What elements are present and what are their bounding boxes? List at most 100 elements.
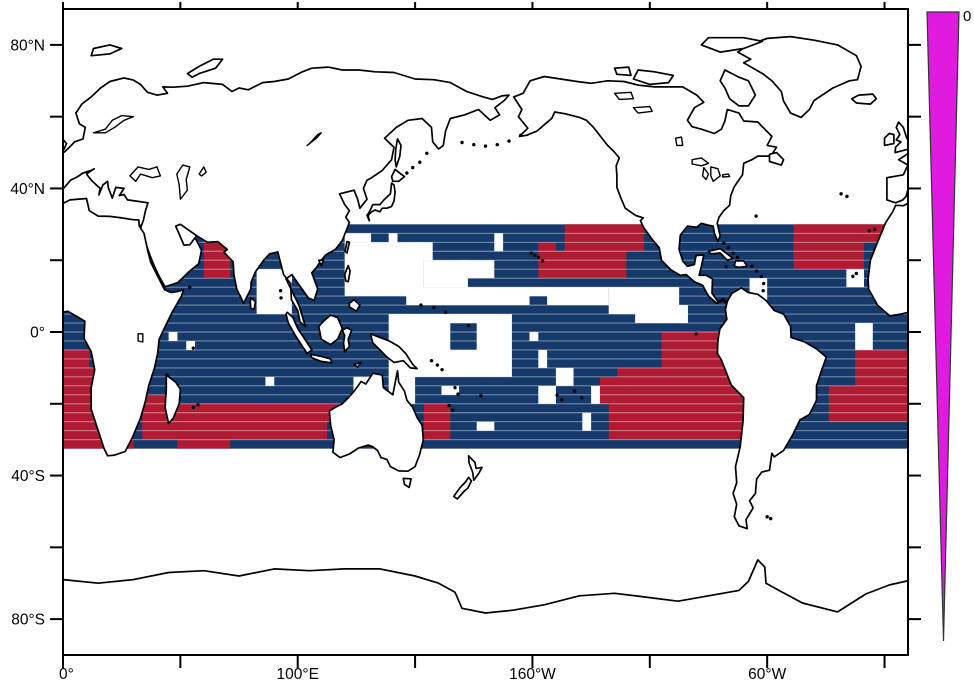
island-dot <box>484 144 487 147</box>
landmass <box>885 134 894 146</box>
landmass <box>91 45 122 56</box>
island-dot <box>754 214 757 217</box>
landmass <box>367 183 395 221</box>
island-dot <box>727 246 730 249</box>
landmass <box>738 37 861 118</box>
island-dot <box>750 265 753 268</box>
island-dot <box>425 152 428 155</box>
landmass <box>852 94 877 104</box>
data-cell-region <box>530 332 539 341</box>
island-dot <box>419 303 422 306</box>
island-dot <box>537 256 540 259</box>
island-dot <box>761 289 764 292</box>
island-dot <box>444 311 447 314</box>
island-dot <box>451 409 454 412</box>
island-dot <box>479 394 482 397</box>
landmass <box>615 67 631 75</box>
data-cell-region <box>530 296 548 305</box>
island-dot <box>760 275 763 278</box>
island-dot <box>411 166 414 169</box>
island-dot <box>279 289 282 292</box>
landmass <box>7 94 32 104</box>
island-dot <box>573 390 576 393</box>
island-dot <box>580 396 583 399</box>
island-dot <box>460 141 463 144</box>
island-dot <box>453 386 456 389</box>
island-dot <box>192 406 195 409</box>
lon-tick-label: 0° <box>59 666 74 683</box>
landmass <box>633 70 673 84</box>
data-cell-region <box>794 224 864 269</box>
landmass <box>720 70 755 106</box>
lake <box>138 334 143 342</box>
landmass <box>454 477 472 499</box>
data-cell-region <box>538 251 626 278</box>
data-cell-region <box>177 440 230 449</box>
data-cell-region <box>609 395 759 440</box>
island-dot <box>432 306 435 309</box>
lon-tick-label: 100°E <box>277 666 319 683</box>
data-cell-region <box>169 332 178 341</box>
colorbar-label: 0 <box>963 8 971 25</box>
island-dot <box>731 251 734 254</box>
island-dot <box>456 392 459 395</box>
island-dot <box>560 398 563 401</box>
island-dot <box>541 259 544 262</box>
landmass <box>734 261 747 268</box>
island-dot <box>430 359 433 362</box>
island-dot <box>533 254 536 257</box>
island-dot <box>736 256 739 259</box>
island-dot <box>769 517 772 520</box>
lat-tick-label: 40°S <box>11 468 45 485</box>
landmass <box>187 59 222 77</box>
island-dot <box>447 404 450 407</box>
colorbar: 0 <box>927 8 971 641</box>
island-dot <box>165 373 168 376</box>
lon-tick-label: 60°W <box>748 666 786 683</box>
island-dot <box>405 171 408 174</box>
island-dot <box>418 161 421 164</box>
island-dot <box>695 332 698 335</box>
landmass <box>395 139 401 167</box>
island-dot <box>192 346 195 349</box>
landmass <box>770 153 784 166</box>
landmass <box>403 478 411 487</box>
landmass <box>392 169 405 181</box>
data-cell-region <box>450 323 476 350</box>
island-dot <box>496 143 499 146</box>
colorbar-beam <box>927 12 959 641</box>
lake <box>723 174 730 177</box>
island-dot <box>507 139 510 142</box>
island-dot <box>188 286 191 289</box>
lon-tick-label: 160°W <box>509 666 556 683</box>
island-dot <box>467 324 470 327</box>
island-dot <box>472 143 475 146</box>
data-cell-region <box>345 233 371 242</box>
island-dot <box>279 296 282 299</box>
landmass <box>469 456 482 480</box>
data-cell-region <box>477 359 495 368</box>
data-cell-region <box>63 350 89 449</box>
island-dot <box>765 515 768 518</box>
data-cell-region <box>477 422 495 431</box>
island-dot <box>851 275 854 278</box>
island-dot <box>196 403 199 406</box>
island-dot <box>755 269 758 272</box>
island-dot <box>855 272 858 275</box>
data-cell-region <box>855 323 873 350</box>
island-dot <box>839 192 842 195</box>
data-cell-region <box>538 242 556 251</box>
island-dot <box>555 393 558 396</box>
landmass <box>908 560 974 673</box>
data-cell-region <box>265 377 274 386</box>
island-dot <box>845 195 848 198</box>
lat-tick-label: 40°N <box>10 181 45 198</box>
lake <box>676 137 683 145</box>
island-dot <box>722 241 725 244</box>
lat-tick-label: 80°N <box>10 37 45 54</box>
landmass <box>50 122 66 153</box>
island-dot <box>868 229 871 232</box>
data-cell-region <box>565 224 644 251</box>
